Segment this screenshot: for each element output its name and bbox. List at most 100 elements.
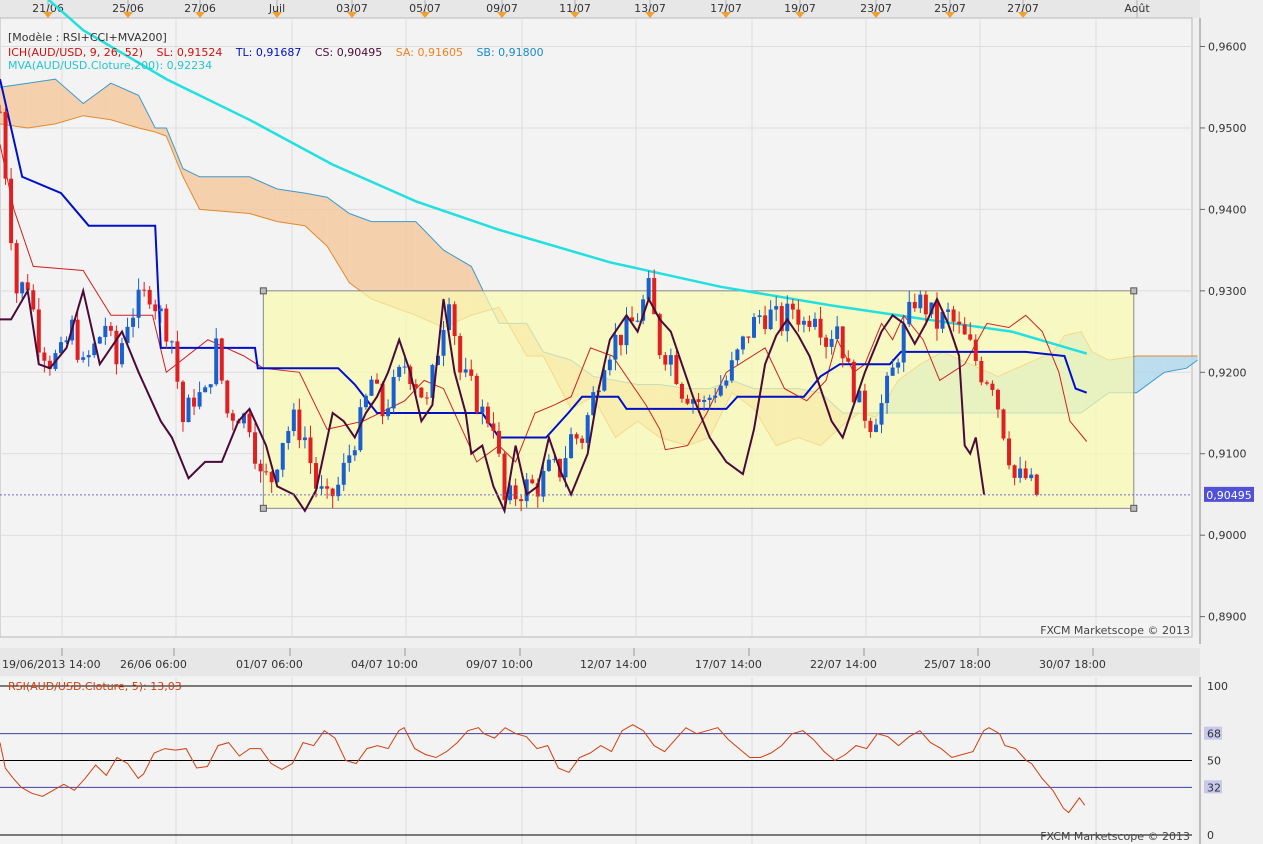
- candle-body: [790, 303, 795, 310]
- candle-body: [1029, 474, 1034, 479]
- legend-sl: SL: 0,91524: [157, 46, 223, 59]
- cloud-segment: [155, 127, 167, 137]
- candle-body: [691, 399, 696, 404]
- cloud-segment: [83, 83, 111, 120]
- bottom-axis-label: 01/07 06:00: [236, 658, 303, 671]
- candle-body: [86, 355, 91, 358]
- candle-body: [768, 309, 773, 330]
- bottom-axis-label: 25/07 18:00: [924, 658, 991, 671]
- candle-body: [668, 355, 673, 365]
- candle-body: [230, 413, 235, 421]
- top-axis-marker: [570, 12, 580, 18]
- bottom-axis-label: 22/07 14:00: [810, 658, 877, 671]
- candle-body: [674, 355, 679, 385]
- candle-body: [136, 289, 141, 318]
- candle-body: [918, 294, 923, 309]
- candle-body: [707, 397, 712, 400]
- candle-body: [962, 324, 967, 335]
- rectangle-handle[interactable]: [259, 504, 267, 512]
- top-axis-marker: [195, 12, 205, 18]
- candle-body: [363, 395, 368, 408]
- candle-body: [563, 458, 568, 478]
- price-plot[interactable]: [Modèle : RSI+CCI+MVA200] ICH(AUD/USD, 9…: [0, 0, 1198, 638]
- top-axis-label: 25/07: [934, 2, 966, 15]
- candle-body: [851, 361, 856, 403]
- candle-body: [380, 383, 385, 417]
- top-axis-marker: [1018, 12, 1028, 18]
- candle-body: [164, 308, 169, 342]
- rsi-panel[interactable]: RSI(AUD/USD.Cloture, 5): 13,03 FXCM Mark…: [0, 677, 1192, 844]
- candle-body: [413, 384, 418, 388]
- top-axis-marker: [945, 12, 955, 18]
- candle-body: [702, 399, 707, 402]
- rsi-level-badge: [1204, 780, 1222, 794]
- candle-body: [713, 395, 718, 398]
- candle-body: [779, 306, 784, 332]
- candle-body: [1007, 438, 1012, 466]
- candle-body: [635, 320, 640, 322]
- candle-body: [957, 321, 962, 325]
- rectangle-handle[interactable]: [1130, 287, 1138, 295]
- candle-body: [375, 379, 380, 384]
- candle-body: [291, 409, 296, 432]
- candle-body: [602, 370, 607, 391]
- candle-body: [679, 384, 684, 399]
- top-axis-marker: [272, 12, 282, 18]
- rectangle-handle[interactable]: [1130, 504, 1138, 512]
- top-axis-label: 09/07: [486, 2, 518, 15]
- candle-body: [258, 463, 263, 472]
- candle-body: [208, 384, 213, 388]
- candle-body: [297, 409, 302, 441]
- candle-body: [829, 338, 834, 347]
- top-axis-marker: [795, 12, 805, 18]
- cloud-segment: [1186, 356, 1198, 369]
- candle-body: [31, 290, 36, 310]
- candle-body: [912, 301, 917, 309]
- legend-cs: CS: 0,90495: [315, 46, 382, 59]
- candle-body: [618, 334, 623, 346]
- candle-body: [480, 406, 485, 413]
- rectangle-handles[interactable]: [259, 287, 1138, 512]
- candle-body: [325, 486, 330, 489]
- top-axis-marker: [123, 12, 133, 18]
- rsi-axis-label: 32: [1207, 781, 1221, 794]
- candle-body: [951, 309, 956, 322]
- rsi-axis-label: 0: [1207, 829, 1214, 842]
- candle-body: [535, 483, 540, 497]
- candle-body: [319, 486, 324, 489]
- cloud-segment: [1136, 356, 1165, 393]
- candle-body: [740, 336, 745, 350]
- top-axis-marker: [497, 12, 507, 18]
- current-price-label: 0,90495: [1206, 489, 1252, 502]
- bottom-axis-label: 12/07 14:00: [580, 658, 647, 671]
- top-date-axis: 21/06 25/06 27/06 Juil 03/07 05/07 09/07 11/07 1…: [32, 0, 1150, 18]
- cloud-segment: [166, 127, 183, 177]
- candle-body: [347, 455, 352, 463]
- bottom-axis-label: 17/07 14:00: [695, 658, 762, 671]
- cloud-segment: [199, 176, 250, 214]
- candle-body: [269, 471, 274, 483]
- cloud-segment: [249, 176, 278, 222]
- candle-body: [302, 437, 307, 441]
- candle-body: [885, 375, 890, 404]
- candle-body: [940, 311, 945, 329]
- candle-body: [341, 462, 346, 485]
- rectangle-handle[interactable]: [259, 287, 267, 295]
- candle-body: [862, 390, 867, 421]
- candle-body: [513, 485, 518, 500]
- candle-body: [979, 360, 984, 383]
- candle-body: [652, 278, 657, 315]
- candle-body: [840, 326, 845, 359]
- candle-body: [857, 390, 862, 403]
- candle-body: [214, 338, 219, 385]
- candle-body: [929, 302, 934, 315]
- bottom-axis-label: 26/06 06:00: [120, 658, 187, 671]
- candle-body: [896, 362, 901, 368]
- candle-body: [607, 359, 612, 371]
- candle-body: [336, 484, 341, 497]
- price-axis-label: 0,9200: [1208, 366, 1247, 379]
- candle-body: [58, 342, 63, 354]
- candle-body: [275, 469, 280, 483]
- candle-body: [119, 343, 124, 365]
- candle-body: [397, 366, 402, 377]
